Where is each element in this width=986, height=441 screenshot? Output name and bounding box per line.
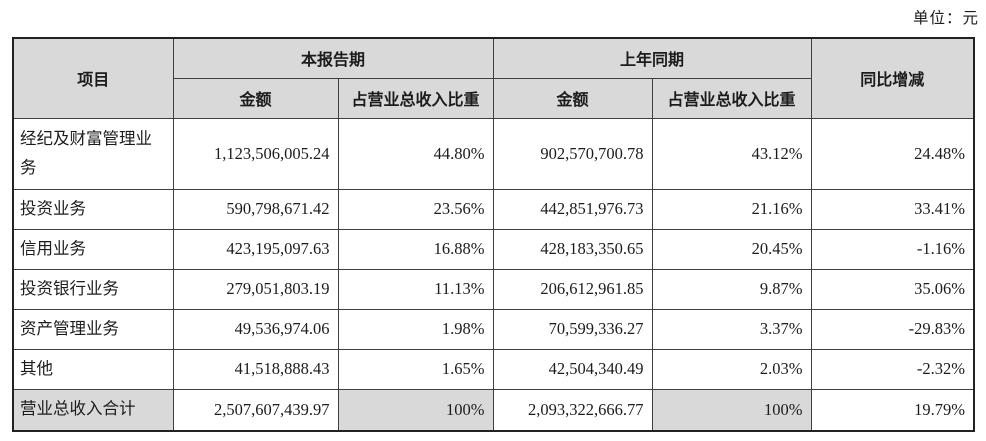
item-cell: 资产管理业务	[12, 308, 174, 350]
prior-pct-cell: 21.16%	[651, 188, 812, 230]
table-header: 项目 本报告期 上年同期 同比增减 金额 占营业总收入比重 金额 占营业总收入比…	[12, 37, 975, 119]
current-amount-cell: 41,518,888.43	[172, 348, 339, 390]
current-pct-cell: 1.65%	[337, 348, 494, 390]
yoy-cell: 24.48%	[810, 117, 975, 190]
current-amount-cell: 423,195,097.63	[172, 228, 339, 270]
current-amount-cell: 279,051,803.19	[172, 268, 339, 310]
header-current-period: 本报告期	[172, 37, 494, 79]
prior-pct-cell: 9.87%	[651, 268, 812, 310]
total-item-cell: 营业总收入合计	[12, 388, 174, 432]
total-yoy-cell: 19.79%	[810, 388, 975, 432]
header-yoy: 同比增减	[810, 37, 975, 119]
yoy-cell: -2.32%	[810, 348, 975, 390]
prior-pct-cell: 3.37%	[651, 308, 812, 350]
prior-amount-cell: 70,599,336.27	[492, 308, 653, 350]
prior-amount-cell: 902,570,700.78	[492, 117, 653, 190]
header-row-subcolumns: 金额 占营业总收入比重 金额 占营业总收入比重	[13, 77, 974, 119]
header-current-pct: 占营业总收入比重	[337, 77, 494, 119]
item-cell: 经纪及财富管理业务	[12, 117, 174, 190]
table-row: 信用业务 423,195,097.63 16.88% 428,183,350.6…	[12, 228, 975, 270]
header-item: 项目	[12, 37, 174, 119]
yoy-cell: -29.83%	[810, 308, 975, 350]
table-row: 其他 41,518,888.43 1.65% 42,504,340.49 2.0…	[12, 348, 975, 390]
item-cell: 投资业务	[12, 188, 174, 230]
current-pct-cell: 23.56%	[337, 188, 494, 230]
table-row: 资产管理业务 49,536,974.06 1.98% 70,599,336.27…	[12, 308, 975, 350]
yoy-cell: -1.16%	[810, 228, 975, 270]
item-cell: 其他	[12, 348, 174, 390]
prior-amount-cell: 442,851,976.73	[492, 188, 653, 230]
table-row: 投资银行业务 279,051,803.19 11.13% 206,612,961…	[12, 268, 975, 310]
prior-pct-cell: 2.03%	[651, 348, 812, 390]
current-amount-cell: 590,798,671.42	[172, 188, 339, 230]
current-amount-cell: 49,536,974.06	[172, 308, 339, 350]
total-current-pct-cell: 100%	[337, 388, 494, 432]
total-prior-amount-cell: 2,093,322,666.77	[492, 388, 653, 432]
prior-amount-cell: 42,504,340.49	[492, 348, 653, 390]
segment-revenue-table: 项目 本报告期 上年同期 同比增减 金额 占营业总收入比重 金额 占营业总收入比…	[12, 37, 976, 432]
header-prior-pct: 占营业总收入比重	[651, 77, 812, 119]
prior-amount-cell: 206,612,961.85	[492, 268, 653, 310]
unit-label: 单位：元	[912, 10, 979, 27]
table-row: 投资业务 590,798,671.42 23.56% 442,851,976.7…	[12, 188, 975, 230]
item-cell: 信用业务	[12, 228, 174, 270]
total-prior-pct-cell: 100%	[651, 388, 812, 432]
yoy-cell: 33.41%	[810, 188, 975, 230]
current-pct-cell: 16.88%	[337, 228, 494, 270]
prior-pct-cell: 20.45%	[651, 228, 812, 270]
header-prior-period: 上年同期	[492, 37, 812, 79]
header-row-groups: 项目 本报告期 上年同期 同比增减	[12, 37, 975, 119]
current-pct-cell: 11.13%	[337, 268, 494, 310]
table-row: 经纪及财富管理业务 1,123,506,005.24 44.80% 902,57…	[12, 117, 975, 190]
table-body: 经纪及财富管理业务 1,123,506,005.24 44.80% 902,57…	[12, 117, 975, 432]
current-pct-cell: 44.80%	[337, 117, 494, 190]
yoy-cell: 35.06%	[810, 268, 975, 310]
prior-amount-cell: 428,183,350.65	[492, 228, 653, 270]
total-row: 营业总收入合计 2,507,607,439.97 100% 2,093,322,…	[12, 388, 975, 432]
total-current-amount-cell: 2,507,607,439.97	[172, 388, 339, 432]
current-amount-cell: 1,123,506,005.24	[172, 117, 339, 190]
prior-pct-cell: 43.12%	[651, 117, 812, 190]
header-prior-amount: 金额	[492, 77, 653, 119]
header-current-amount: 金额	[172, 77, 339, 119]
item-cell: 投资银行业务	[12, 268, 174, 310]
current-pct-cell: 1.98%	[337, 308, 494, 350]
